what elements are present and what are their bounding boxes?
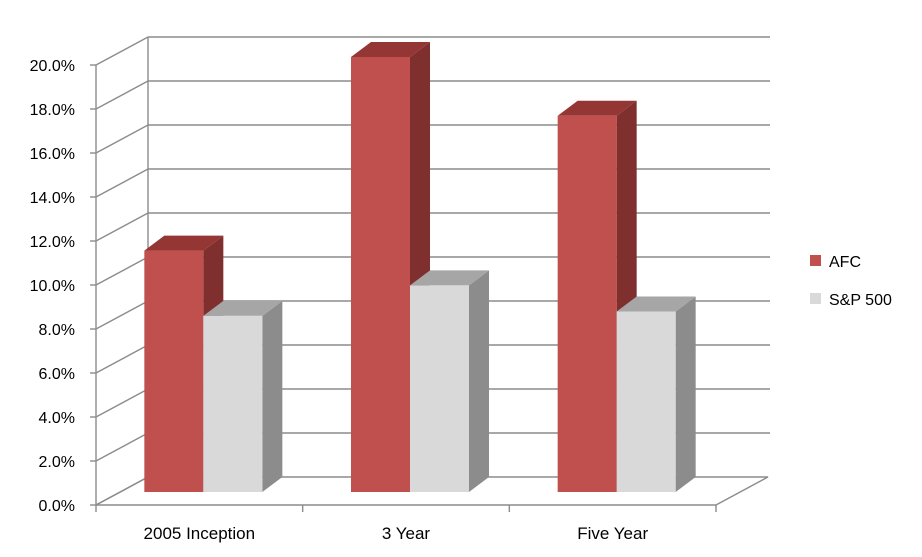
y-axis-tick-labels: 0.0% 2.0% 4.0% 6.0% 8.0% 10.0% 12.0% 14.0% 16.0%… (30, 58, 75, 515)
y-tick-label: 8.0% (39, 322, 75, 339)
legend-swatch (810, 255, 821, 266)
gridline (90, 168, 770, 198)
gridline (90, 124, 770, 154)
legend-swatch (810, 293, 821, 304)
legend-entry: AFC (810, 254, 861, 271)
y-tick-label: 0.0% (39, 498, 75, 515)
legend: AFC S&P 500 (810, 254, 892, 309)
y-tick-label: 2.0% (39, 454, 75, 471)
bar (616, 296, 696, 492)
y-tick-label: 4.0% (39, 410, 75, 427)
legend-label: S&P 500 (829, 292, 892, 309)
y-tick-label: 6.0% (39, 366, 75, 383)
y-tick-label: 12.0% (30, 234, 75, 251)
gridline (90, 256, 770, 286)
x-tick-label: Five Year (577, 524, 648, 543)
x-tick-label: 3 Year (382, 524, 431, 543)
y-tick-label: 16.0% (30, 146, 75, 163)
legend-label: AFC (829, 254, 861, 271)
y-tick-label: 14.0% (30, 190, 75, 207)
gridline (90, 476, 149, 506)
gridline (90, 80, 770, 110)
y-tick-label: 18.0% (30, 102, 75, 119)
y-tick-label: 10.0% (30, 278, 75, 295)
gridline (90, 36, 770, 66)
x-tick-label: 2005 Inception (144, 524, 256, 543)
legend-entry: S&P 500 (810, 292, 892, 309)
y-tick-label: 20.0% (30, 58, 75, 75)
bar (410, 270, 489, 492)
bar (203, 300, 283, 492)
gridline (90, 212, 770, 242)
x-axis: 2005 Inception 3 Year Five Year (95, 504, 717, 543)
bars (144, 42, 696, 492)
